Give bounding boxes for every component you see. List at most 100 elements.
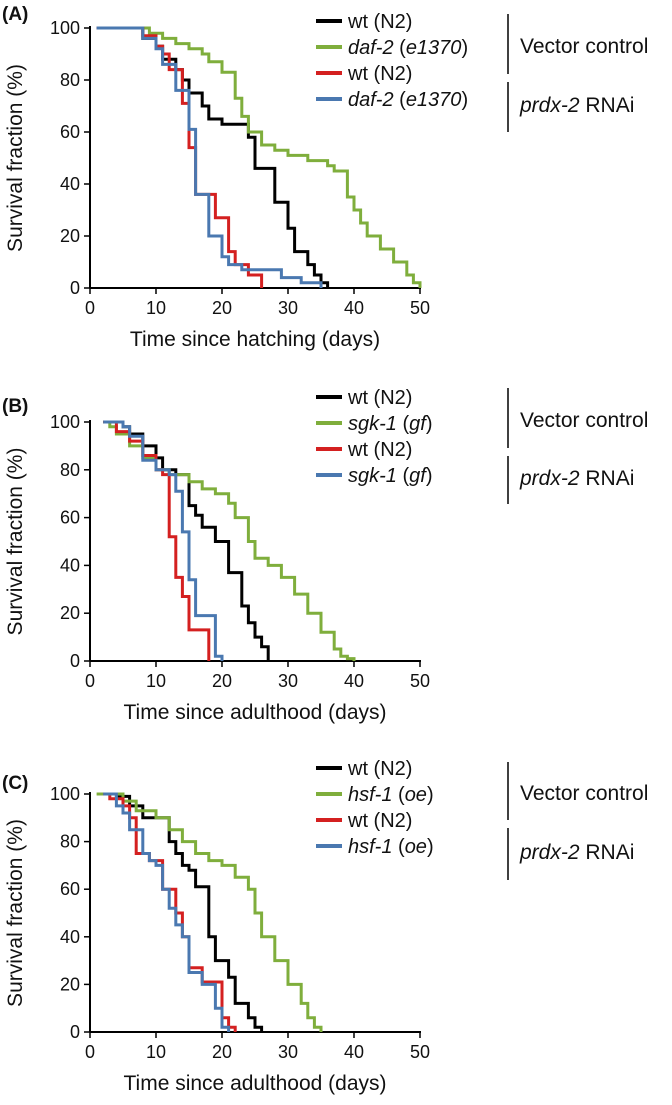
x-tick-label: 50 [410,671,430,691]
legend-label-part: ( [394,37,407,59]
group-label-vector: Vector control [520,35,648,58]
x-tick-label: 50 [410,1042,430,1062]
group-label-rnai-part: RNAi [580,467,635,490]
x-tick-label: 30 [278,298,298,318]
legend-label-part: sgk-1 [348,465,397,487]
legend-label-part: wt (N2) [347,439,412,461]
y-axis-title: Survival fraction (%) [4,64,27,252]
group-label-rnai: prdx-2 RNAi [519,841,634,864]
legend-label: sgk-1 (gf) [348,465,432,487]
survival-curve-4 [103,420,224,661]
group-label-rnai-part: prdx-2 [519,841,580,864]
legend-label-part: gf [409,465,428,487]
x-tick-label: 30 [278,671,298,691]
x-tick-label: 50 [410,298,430,318]
x-tick-label: 20 [212,298,232,318]
y-tick-label: 60 [60,508,80,528]
panel-b: (B) 0 20 40 60 80 100 0 10 20 30 40 50 Time since adu… [2,387,648,724]
y-tick-label: 40 [60,927,80,947]
y-tick-label: 40 [60,174,80,194]
group-label-vector-part: Vector control [520,409,648,432]
x-tick-label: 30 [278,1042,298,1062]
y-axis-title: Survival fraction (%) [4,819,27,1007]
legend-label-part: hsf-1 [348,836,392,858]
legend-label: wt (N2) [347,387,412,409]
legend-label-part: gf [409,413,428,435]
group-label-rnai: prdx-2 RNAi [519,94,634,117]
x-tick-label: 40 [344,298,364,318]
legend-label-part: ( [392,836,405,858]
legend-label-part: ) [461,37,468,59]
legend-label: wt (N2) [347,758,412,780]
panel-label: (B) [2,396,28,417]
legend-label: daf-2 (e1370) [348,89,468,111]
survival-curve-1 [103,420,270,661]
group-label-rnai-part: RNAi [580,94,635,117]
survival-curve-4 [96,26,323,288]
y-tick-label: 80 [60,460,80,480]
legend-label-part: e1370 [406,37,462,59]
y-tick-label: 100 [50,412,80,432]
legend-label-part: wt (N2) [347,387,412,409]
y-tick-label: 60 [60,122,80,142]
legend-label-part: wt (N2) [347,758,412,780]
survival-curve-3 [96,26,264,288]
group-label-rnai-part: prdx-2 [519,94,580,117]
y-tick-label: 80 [60,832,80,852]
legend-label: wt (N2) [347,810,412,832]
y-tick-label: 20 [60,226,80,246]
x-tick-label: 0 [85,1042,95,1062]
legend-label-part: wt (N2) [347,810,412,832]
group-label-vector-part: Vector control [520,35,648,58]
legend-label: hsf-1 (oe) [348,784,434,806]
group-label-rnai-part: RNAi [580,841,635,864]
panel-label: (C) [2,773,28,794]
legend-label-part: ) [426,465,433,487]
y-axis-title: Survival fraction (%) [4,448,27,636]
legend-label-part: wt (N2) [347,11,412,33]
legend-label-part: ) [461,89,468,111]
legend-label-part: ( [397,465,410,487]
legend-label: hsf-1 (oe) [348,836,434,858]
legend-label-part: oe [405,836,427,858]
legend-label-part: oe [405,784,427,806]
survival-curve-1 [96,26,330,288]
survival-curve-3 [103,792,237,1032]
group-label-vector-part: Vector control [520,782,648,805]
y-tick-label: 40 [60,555,80,575]
x-tick-label: 40 [344,671,364,691]
legend-label: wt (N2) [347,63,412,85]
legend-label: wt (N2) [347,11,412,33]
survival-curve-2 [96,792,323,1032]
panel-label: (A) [2,4,28,25]
survival-curve-3 [103,420,211,661]
legend-label-part: ) [427,836,434,858]
legend-label-part: e1370 [406,89,462,111]
legend-label: sgk-1 (gf) [348,413,432,435]
group-label-vector: Vector control [520,782,648,805]
group-label-rnai: prdx-2 RNAi [519,467,634,490]
x-tick-label: 20 [212,671,232,691]
legend-label-part: ( [392,784,405,806]
x-tick-label: 20 [212,1042,232,1062]
legend-label-part: ) [426,413,433,435]
y-tick-label: 60 [60,879,80,899]
x-tick-label: 10 [146,1042,166,1062]
legend-label-part: ( [394,89,407,111]
panel-a: (A) 0 20 40 60 80 100 0 10 20 30 40 50 Time since hat… [2,4,648,351]
y-tick-label: 0 [70,1022,80,1042]
y-tick-label: 0 [70,651,80,671]
y-tick-label: 80 [60,70,80,90]
y-tick-label: 100 [50,18,80,38]
legend-label-part: sgk-1 [348,413,397,435]
group-label-rnai-part: prdx-2 [519,467,580,490]
survival-curve-4 [103,792,231,1032]
legend-label-part: ) [427,784,434,806]
x-tick-label: 10 [146,671,166,691]
legend-label: daf-2 (e1370) [348,37,468,59]
survival-curve-2 [96,26,422,288]
legend-label-part: hsf-1 [348,784,392,806]
legend-label-part: wt (N2) [347,63,412,85]
y-tick-label: 20 [60,974,80,994]
x-axis-title: Time since adulthood (days) [123,1072,386,1095]
